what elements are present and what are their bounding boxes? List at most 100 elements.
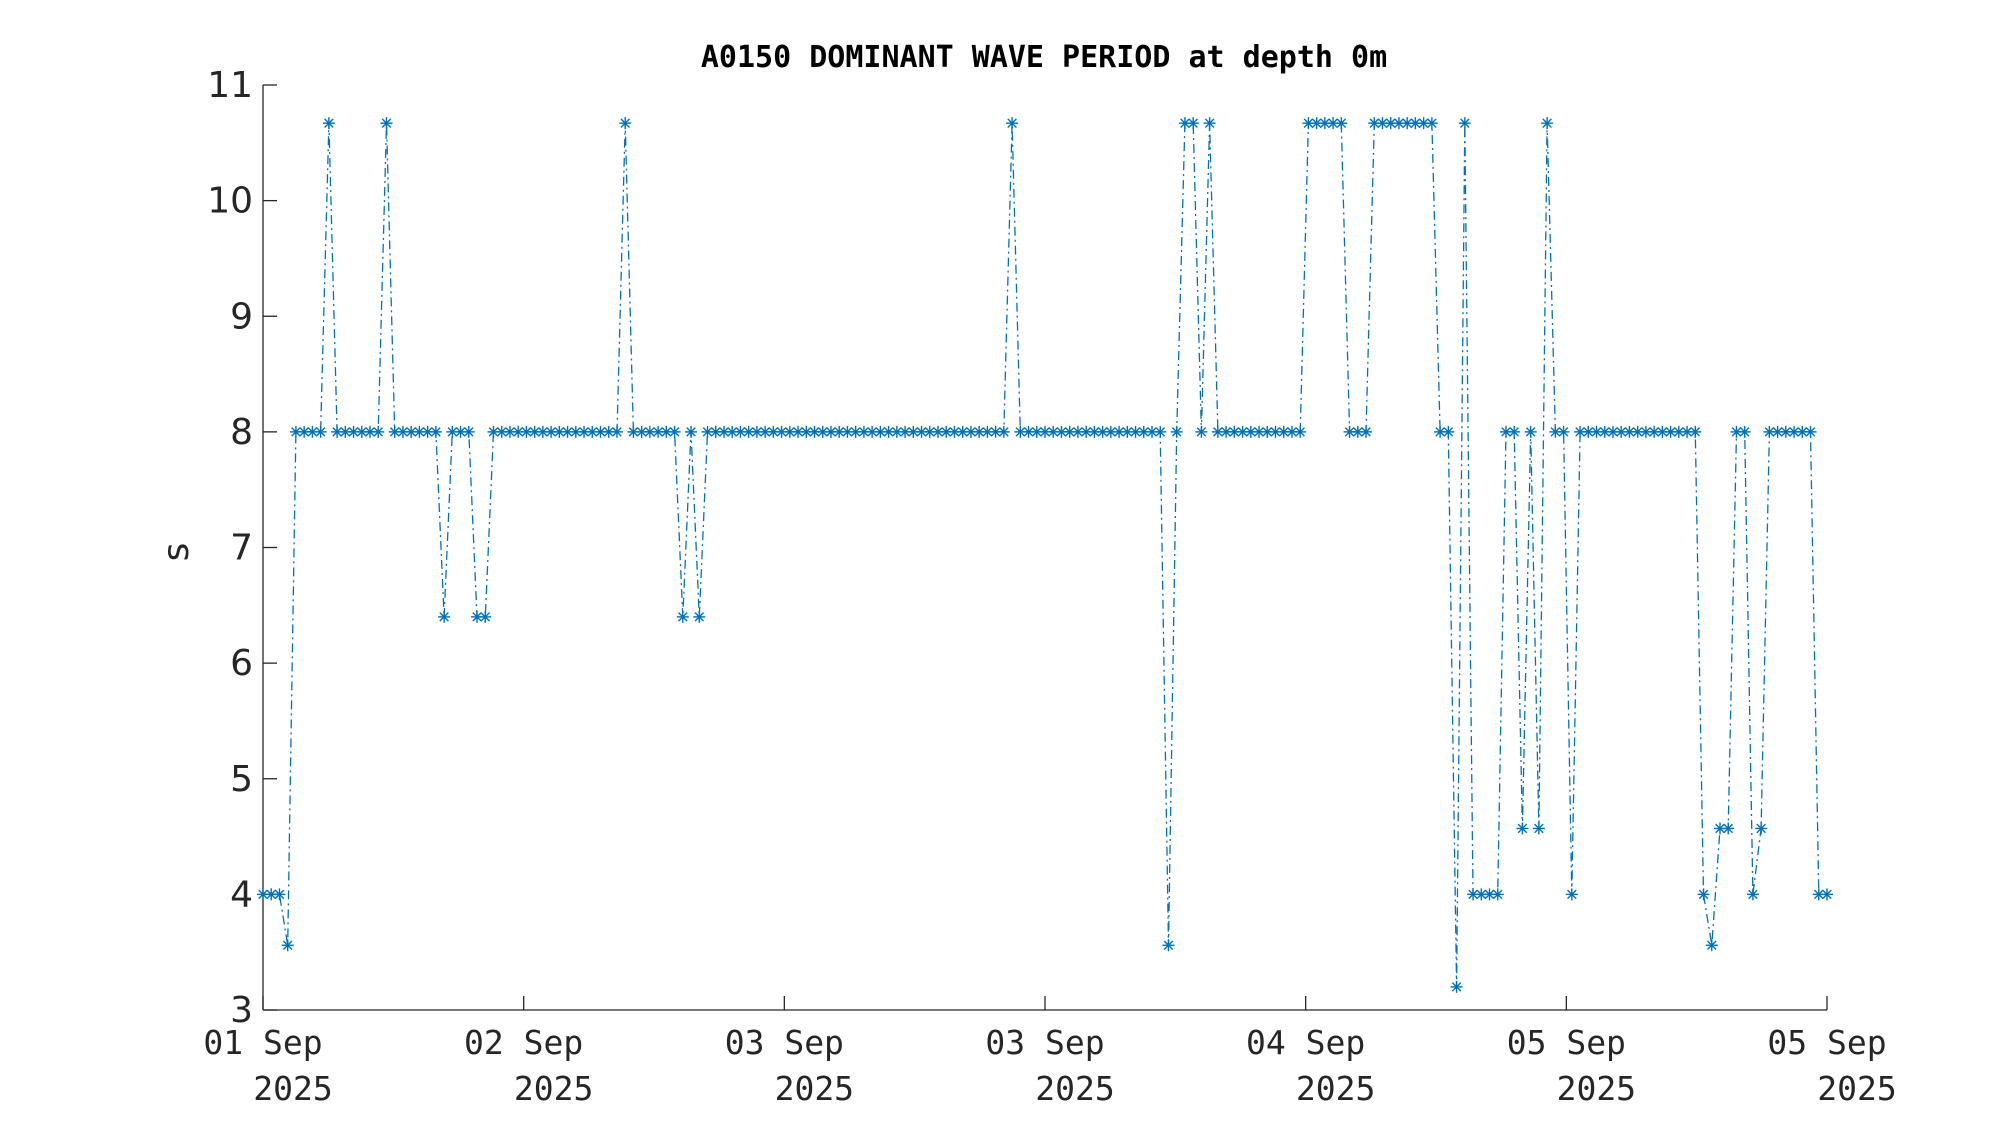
data-point bbox=[923, 425, 936, 438]
x-tick-date: 04 Sep bbox=[1246, 1023, 1365, 1062]
data-point bbox=[1368, 117, 1381, 130]
data-point bbox=[388, 425, 401, 438]
x-tick-year: 2025 bbox=[253, 1069, 332, 1108]
data-point bbox=[1277, 425, 1290, 438]
x-tick-date: 02 Sep bbox=[464, 1023, 583, 1062]
y-tick-label: 6 bbox=[230, 643, 253, 684]
data-point bbox=[1697, 888, 1710, 901]
data-point bbox=[660, 425, 673, 438]
data-point bbox=[1269, 425, 1282, 438]
data-point bbox=[1623, 425, 1636, 438]
x-tick-year: 2025 bbox=[514, 1069, 593, 1108]
data-point bbox=[479, 610, 492, 623]
x-tick-date: 03 Sep bbox=[725, 1023, 844, 1062]
y-tick-label: 7 bbox=[230, 528, 253, 569]
data-point bbox=[1491, 888, 1504, 901]
y-axis-label: s bbox=[156, 543, 197, 562]
data-point bbox=[627, 425, 640, 438]
data-point bbox=[1195, 425, 1208, 438]
data-point bbox=[1228, 425, 1241, 438]
data-point bbox=[1063, 425, 1076, 438]
data-point bbox=[1821, 888, 1833, 901]
x-tick-year: 2025 bbox=[1296, 1069, 1375, 1108]
series-layer bbox=[257, 117, 1833, 993]
data-point bbox=[915, 425, 928, 438]
data-point bbox=[1006, 117, 1019, 130]
chart-title: A0150 DOMINANT WAVE PERIOD at depth 0m bbox=[701, 40, 1387, 75]
data-point bbox=[454, 425, 467, 438]
data-point bbox=[1401, 117, 1414, 130]
data-point bbox=[569, 425, 582, 438]
data-point bbox=[1450, 980, 1463, 993]
data-point bbox=[1425, 117, 1438, 130]
data-point bbox=[1113, 425, 1126, 438]
series-line bbox=[263, 122, 1827, 987]
data-point bbox=[824, 425, 837, 438]
data-point bbox=[1508, 425, 1521, 438]
data-point bbox=[1154, 425, 1167, 438]
data-point bbox=[462, 425, 475, 438]
data-point bbox=[1738, 425, 1751, 438]
data-point bbox=[372, 425, 385, 438]
data-point bbox=[1524, 425, 1537, 438]
data-point bbox=[380, 117, 393, 130]
y-tick-label: 8 bbox=[230, 412, 253, 453]
data-point bbox=[783, 425, 796, 438]
data-point bbox=[396, 425, 409, 438]
data-point bbox=[281, 939, 294, 952]
data-point bbox=[1516, 822, 1529, 835]
data-point bbox=[1532, 822, 1545, 835]
data-point bbox=[1187, 117, 1200, 130]
data-point bbox=[1796, 425, 1809, 438]
data-point bbox=[1648, 425, 1661, 438]
data-point bbox=[314, 425, 327, 438]
data-point bbox=[1253, 425, 1266, 438]
data-point bbox=[1360, 425, 1373, 438]
axes: 3 4 5 6 7 8 9 10 11 01 Sep 2025 02 Sep 2025 03 Sep 202… bbox=[203, 65, 1896, 1108]
y-tick-label: 10 bbox=[207, 181, 253, 222]
data-point bbox=[833, 425, 846, 438]
data-point bbox=[1722, 822, 1735, 835]
data-point bbox=[619, 117, 632, 130]
data-point bbox=[1022, 425, 1035, 438]
y-tick-label: 11 bbox=[207, 65, 253, 106]
data-point bbox=[429, 425, 442, 438]
x-tick-date: 01 Sep bbox=[203, 1023, 322, 1062]
data-point bbox=[1664, 425, 1677, 438]
x-tick-year: 2025 bbox=[1817, 1069, 1896, 1108]
data-point bbox=[693, 610, 706, 623]
data-point bbox=[602, 425, 615, 438]
data-point bbox=[676, 610, 689, 623]
data-point bbox=[1582, 425, 1595, 438]
x-tick-date: 05 Sep bbox=[1507, 1023, 1626, 1062]
data-point bbox=[1705, 939, 1718, 952]
data-point bbox=[668, 425, 681, 438]
data-point bbox=[1203, 117, 1216, 130]
y-tick-label: 3 bbox=[230, 990, 253, 1031]
y-tick-label: 9 bbox=[230, 296, 253, 337]
data-point bbox=[997, 425, 1010, 438]
data-point bbox=[1763, 425, 1776, 438]
data-point bbox=[322, 117, 335, 130]
data-point bbox=[1565, 888, 1578, 901]
data-point bbox=[685, 425, 698, 438]
data-point bbox=[1162, 939, 1175, 952]
data-point bbox=[413, 425, 426, 438]
data-point bbox=[1211, 425, 1224, 438]
data-point bbox=[1549, 425, 1562, 438]
data-point bbox=[298, 425, 311, 438]
data-point bbox=[610, 425, 623, 438]
data-point bbox=[734, 425, 747, 438]
data-point bbox=[1310, 117, 1323, 130]
data-point bbox=[1656, 425, 1669, 438]
data-point bbox=[1335, 117, 1348, 130]
data-point bbox=[1392, 117, 1405, 130]
data-point bbox=[1689, 425, 1702, 438]
data-point bbox=[931, 425, 944, 438]
data-point bbox=[1541, 117, 1554, 130]
x-tick-year: 2025 bbox=[1035, 1069, 1114, 1108]
x-tick-date: 03 Sep bbox=[985, 1023, 1104, 1062]
data-point bbox=[1294, 425, 1307, 438]
data-point bbox=[1755, 822, 1768, 835]
